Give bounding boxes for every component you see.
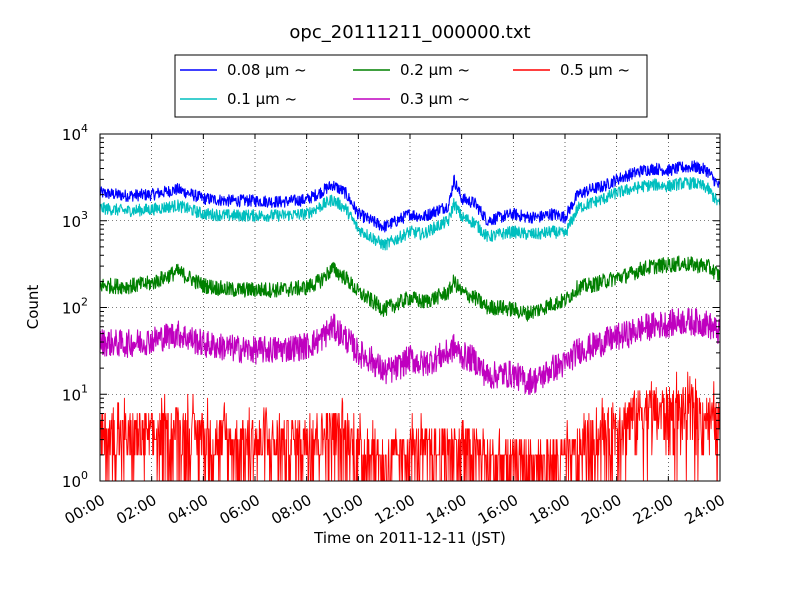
x-tick-label: 16:00 <box>475 491 521 528</box>
legend-entry-label: 0.2 μm ~ <box>400 61 470 79</box>
x-tick-label: 14:00 <box>423 491 469 528</box>
x-tick-label: 22:00 <box>630 491 676 528</box>
legend-entry-label: 0.1 μm ~ <box>227 90 297 108</box>
legend-box <box>174 54 648 118</box>
chart-title: opc_20111211_000000.txt <box>289 22 530 43</box>
y-tick-label: 104 <box>62 122 88 144</box>
x-tick-label: 04:00 <box>165 491 211 528</box>
y-tick-label: 101 <box>62 382 88 404</box>
x-tick-label: 00:00 <box>62 491 108 528</box>
series-line-0 <box>99 160 721 233</box>
x-tick-label: 12:00 <box>372 491 418 528</box>
series-line-4 <box>99 371 721 482</box>
y-tick-label: 103 <box>62 209 88 231</box>
y-axis: 100 101 102 103 104 <box>62 122 720 491</box>
x-tick-label: 06:00 <box>217 491 263 528</box>
series-layer <box>99 160 721 482</box>
grid <box>100 134 720 481</box>
y-axis-label: Count <box>24 285 42 330</box>
legend: 0.08 μm ~ 0.1 μm ~ 0.2 μm ~ 0.3 μm ~ 0.5 μm … <box>174 54 648 118</box>
x-tick-label: 10:00 <box>320 491 366 528</box>
x-tick-label: 24:00 <box>682 491 728 528</box>
legend-entry-label: 0.3 μm ~ <box>400 90 470 108</box>
series-line-2 <box>99 255 721 322</box>
series-line-3 <box>99 308 721 396</box>
x-tick-label: 02:00 <box>113 491 159 528</box>
series-line-1 <box>99 177 721 251</box>
y-tick-label: 100 <box>62 469 88 491</box>
x-tick-label: 08:00 <box>268 491 314 528</box>
x-tick-label: 20:00 <box>578 491 624 528</box>
y-tick-label: 102 <box>62 296 88 318</box>
x-axis-label: Time on 2011-12-11 (JST) <box>313 529 506 547</box>
legend-entry-label: 0.08 μm ~ <box>227 61 307 79</box>
x-tick-label: 18:00 <box>527 491 573 528</box>
legend-entry-label: 0.5 μm ~ <box>560 61 630 79</box>
